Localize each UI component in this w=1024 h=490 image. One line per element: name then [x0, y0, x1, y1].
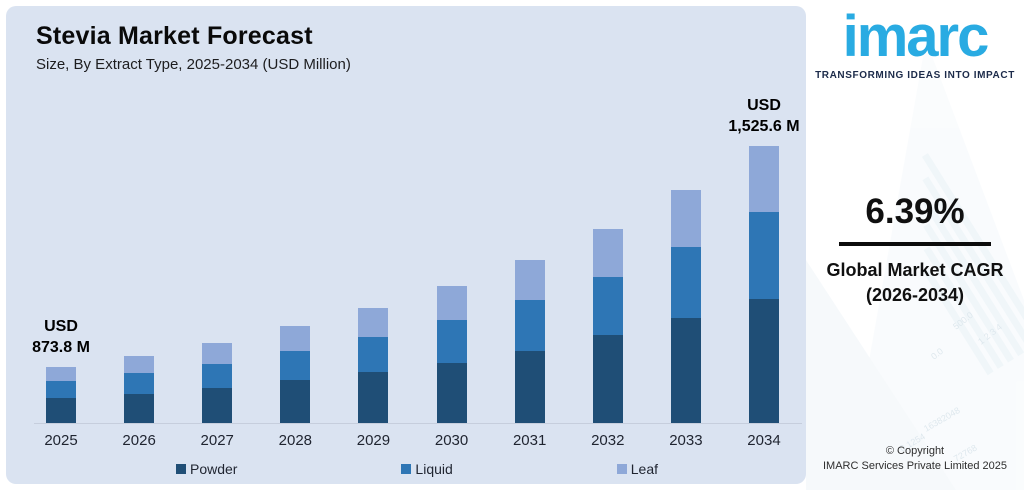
segment-2032-leaf — [592, 229, 623, 277]
bar-2028: 2028 — [279, 136, 312, 449]
segment-2027-powder — [202, 388, 233, 423]
segment-2034-liquid — [748, 212, 779, 299]
x-axis-label-2030: 2030 — [434, 432, 469, 449]
segment-2025-leaf — [46, 367, 76, 381]
x-axis-label-2027: 2027 — [200, 432, 234, 449]
legend-swatch-liquid — [401, 464, 412, 474]
watermark-number: 16382048 — [922, 405, 962, 434]
segment-2026-powder — [124, 394, 155, 423]
segment-2030-powder — [436, 363, 467, 423]
cagr-value: 6.39% — [865, 192, 965, 231]
segment-2029-liquid — [358, 337, 389, 372]
segment-2032-powder — [592, 335, 623, 423]
plot-area: 2025 USD 873.8 M 2026 2027 2028 2029 2030 2031 20… — [32, 97, 799, 449]
page-subtitle: Size, By Extract Type, 2025-2034 (USD Mi… — [36, 56, 351, 73]
segment-2028-powder — [280, 380, 311, 423]
x-axis-label-2029: 2029 — [356, 432, 391, 449]
segment-2028-liquid — [280, 351, 311, 380]
x-axis-label-2033: 2033 — [669, 432, 703, 449]
segment-2028-leaf — [280, 326, 311, 351]
watermark-number: 500.0 — [951, 310, 975, 332]
bar-2027: 2027 — [201, 136, 234, 449]
cagr-divider — [839, 242, 991, 246]
legend: Powder Liquid Leaf — [176, 461, 658, 477]
side-panel: 500.0 0.0 1 2 3 4 16382048 72768 0.1254 imarc… — [806, 0, 1024, 490]
copyright-line1: © Copyright — [885, 445, 945, 457]
watermark-number: 1 2 3 4 — [976, 322, 1004, 347]
legend-label-leaf: Leaf — [630, 461, 658, 477]
legend-swatch-powder — [176, 464, 186, 474]
chart-card: Stevia Market Forecast Size, By Extract … — [6, 6, 806, 484]
segment-2033-liquid — [670, 247, 701, 318]
legend-label-liquid: Liquid — [415, 461, 453, 477]
bar-2029: 2029 — [357, 136, 390, 449]
segment-2026-leaf — [124, 356, 155, 373]
segment-2031-liquid — [514, 300, 545, 351]
total-label-2034: USD 1,525.6 M — [728, 97, 800, 135]
legend-item-powder: Powder — [176, 461, 237, 477]
segment-2034-powder — [748, 299, 779, 423]
segment-2025-liquid — [46, 381, 76, 398]
imarc-logo-text: imarc — [842, 4, 990, 69]
page-title: Stevia Market Forecast — [36, 22, 313, 50]
bar-2033: 2033 — [669, 136, 703, 449]
copyright-line2: IMARC Services Private Limited 2025 — [822, 460, 1007, 472]
cagr-label-line1: Global Market CAGR — [826, 260, 1004, 280]
bar-2025: 2025 USD 873.8 M — [32, 136, 90, 449]
legend-label-powder: Powder — [190, 461, 238, 477]
bar-2032: 2032 — [591, 136, 624, 449]
imarc-logo: imarc TRANSFORMING IDEAS INTO IMPACT — [806, 4, 1024, 82]
cagr-label-line2: (2026-2034) — [865, 285, 965, 305]
segment-2034-leaf — [748, 146, 779, 212]
segment-2029-powder — [358, 372, 389, 423]
x-axis-label-2032: 2032 — [591, 432, 625, 449]
segment-2030-liquid — [436, 320, 467, 363]
x-axis-label-2034: 2034 — [747, 432, 781, 449]
segment-2025-powder — [46, 398, 76, 423]
segment-2031-powder — [514, 351, 545, 423]
segment-2031-leaf — [514, 260, 545, 300]
x-axis-label-2025: 2025 — [44, 432, 78, 449]
bar-2026: 2026 — [122, 136, 156, 449]
cagr-block: 6.39% Global Market CAGR (2026-2034) — [806, 192, 1024, 308]
segment-2027-liquid — [202, 364, 233, 388]
x-axis-label-2026: 2026 — [122, 432, 156, 449]
watermark-number: 0.0 — [929, 346, 945, 362]
segment-2027-leaf — [202, 343, 233, 364]
legend-swatch-leaf — [616, 464, 627, 474]
x-axis-line — [34, 423, 802, 424]
copyright: © Copyright IMARC Services Private Limit… — [806, 444, 1024, 474]
segment-2029-leaf — [358, 308, 389, 337]
bar-2034: 2034 USD 1,525.6 M — [728, 97, 799, 449]
segment-2033-leaf — [670, 190, 701, 247]
segment-2026-liquid — [124, 373, 155, 394]
segment-2033-powder — [670, 318, 701, 423]
bar-2030: 2030 — [435, 136, 468, 449]
x-axis-label-2028: 2028 — [278, 432, 313, 449]
total-label-2025: USD 873.8 M — [32, 318, 90, 356]
segment-2032-liquid — [592, 277, 623, 335]
legend-item-leaf: Leaf — [616, 461, 658, 477]
x-axis-label-2031: 2031 — [512, 432, 547, 449]
segment-2030-leaf — [436, 286, 467, 320]
imarc-logo-tagline: TRANSFORMING IDEAS INTO IMPACT — [815, 70, 1015, 81]
legend-item-liquid: Liquid — [401, 461, 453, 477]
bar-2031: 2031 — [513, 136, 546, 449]
